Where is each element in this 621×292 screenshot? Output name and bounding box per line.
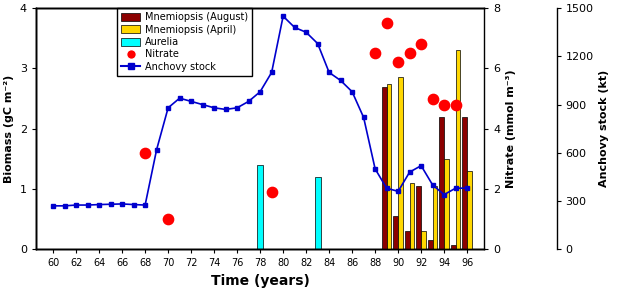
Bar (315, 177, 320, 249)
Bar (462, 117, 467, 249)
Point (416, 42, 426, 47)
Bar (398, 77, 403, 249)
Legend: Mnemiopsis (August), Mnemiopsis (April), Aurelia, Nitrate, Anchovy stock: Mnemiopsis (August), Mnemiopsis (April),… (117, 8, 252, 76)
Point (451, 102, 461, 107)
Bar (451, 245, 456, 249)
Point (428, 96, 438, 101)
Bar (416, 186, 421, 249)
Bar (257, 165, 263, 249)
Bar (444, 159, 449, 249)
Bar (382, 86, 387, 249)
Y-axis label: Anchovy stock (kt): Anchovy stock (kt) (599, 70, 609, 187)
Point (163, 217, 173, 221)
Y-axis label: Nitrate (mmol m⁻³): Nitrate (mmol m⁻³) (506, 69, 516, 188)
Point (405, 51, 415, 56)
Point (382, 21, 392, 26)
Bar (393, 216, 398, 249)
Point (370, 51, 380, 56)
Bar (456, 50, 460, 249)
Bar (410, 183, 414, 249)
Bar (387, 84, 391, 249)
Y-axis label: Biomass (gC m⁻²): Biomass (gC m⁻²) (4, 74, 14, 183)
Bar (467, 171, 472, 249)
Bar (405, 231, 410, 249)
Point (393, 60, 403, 65)
Bar (421, 231, 426, 249)
Point (439, 102, 449, 107)
Bar (433, 186, 437, 249)
X-axis label: Time (years): Time (years) (211, 274, 309, 288)
Point (140, 150, 150, 155)
Bar (428, 240, 433, 249)
Bar (439, 117, 444, 249)
Point (266, 190, 276, 194)
